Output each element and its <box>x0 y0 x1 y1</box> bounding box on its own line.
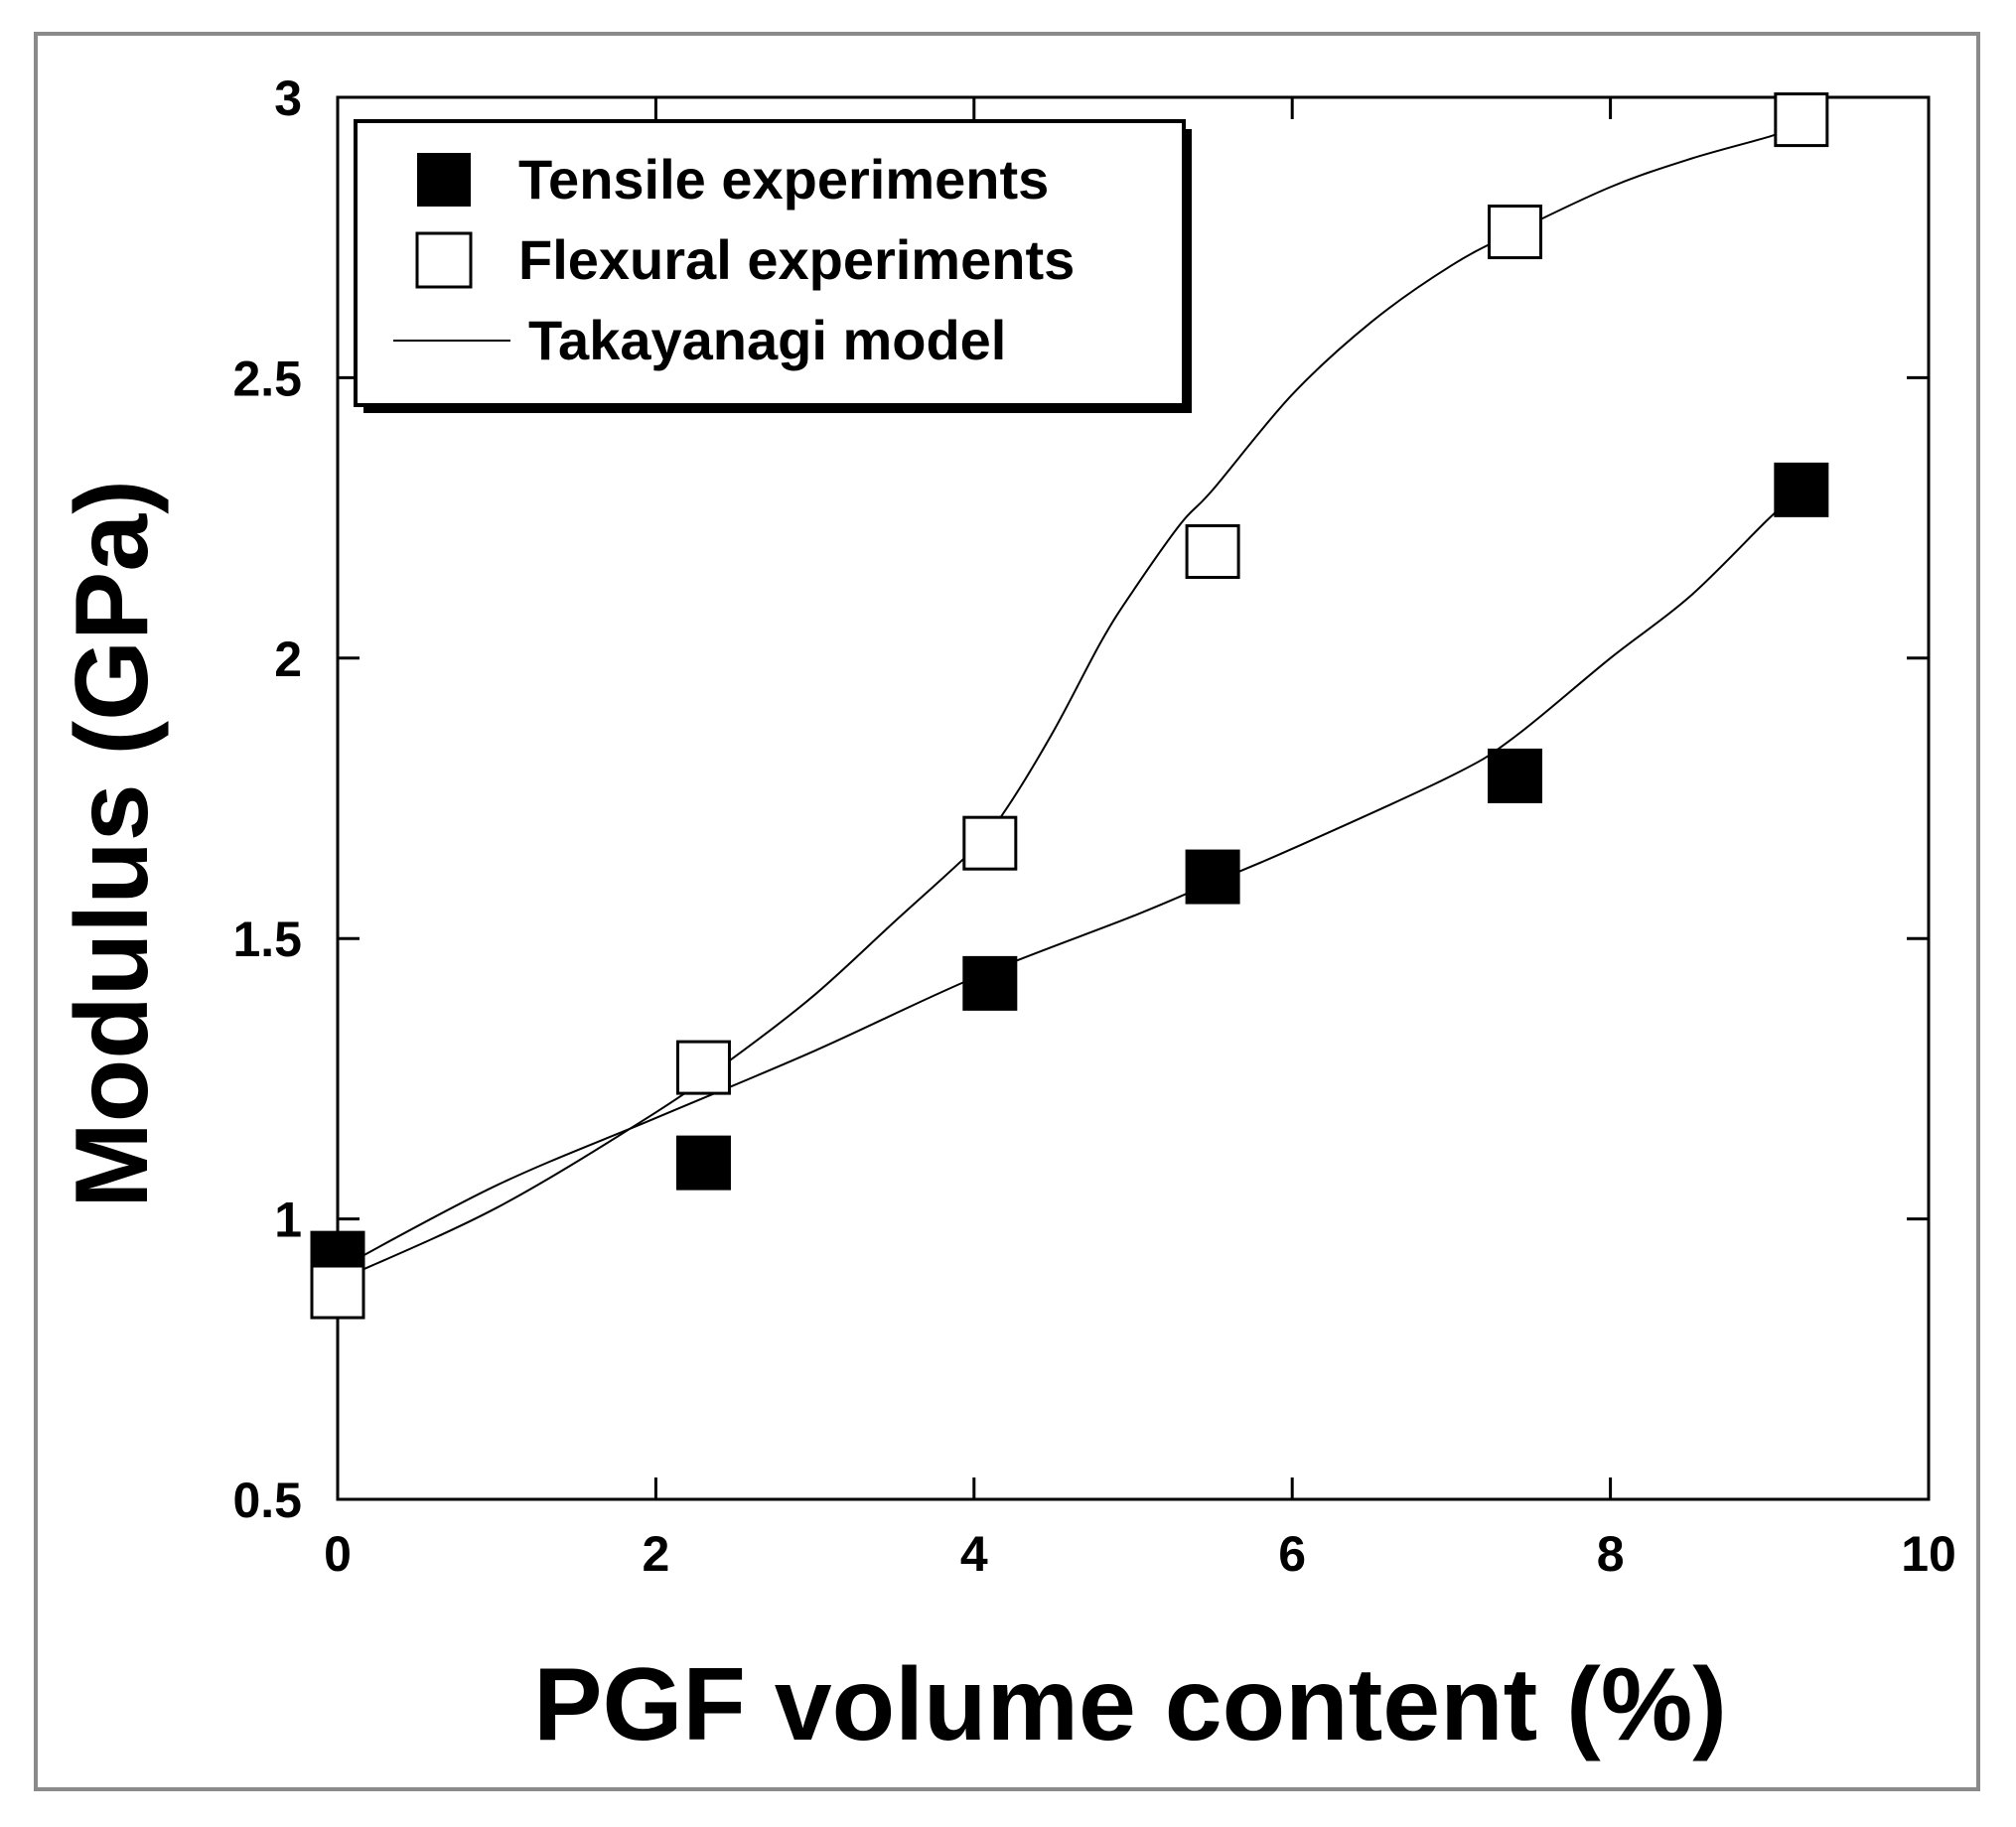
flexural-data-point <box>675 1040 731 1095</box>
x-tick-label: 0 <box>324 1526 352 1582</box>
x-tick-label: 8 <box>1597 1526 1625 1582</box>
tensile-data-point <box>1487 748 1542 803</box>
flexural-data-point <box>1487 205 1542 260</box>
x-axis-title: PGF volume content (%) <box>533 1647 1727 1762</box>
y-tick-label: 1.5 <box>232 912 302 967</box>
data-markers-group <box>310 92 1829 1320</box>
tensile-data-point <box>962 955 1018 1011</box>
tensile-data-point <box>1774 462 1829 517</box>
y-axis-title: Modulus (GPa) <box>55 480 170 1208</box>
legend: Tensile experiments Flexural experiments… <box>354 119 1192 413</box>
takayanagi-curve-tensile <box>337 489 1802 1271</box>
y-tick-label: 0.5 <box>232 1473 302 1528</box>
legend-open-square-icon <box>415 231 473 289</box>
tick-labels-group: 0 2 4 6 8 10 0.5 1 1.5 2 2.5 3 <box>232 70 1955 1582</box>
plot-area-border <box>336 95 1931 1501</box>
flexural-data-point <box>1774 92 1829 148</box>
legend-label-flexural: Flexural experiments <box>518 228 1075 291</box>
legend-label-tensile: Tensile experiments <box>518 148 1049 211</box>
x-tick-label: 10 <box>1901 1526 1956 1582</box>
y-tick-label: 1 <box>274 1193 302 1248</box>
axes-group <box>336 95 1931 1501</box>
tensile-data-point <box>1185 849 1240 905</box>
y-tick-label: 3 <box>274 70 302 126</box>
legend-filled-square-icon <box>417 153 471 207</box>
flexural-data-point <box>1185 523 1240 579</box>
tensile-data-point <box>675 1135 731 1191</box>
legend-box <box>354 119 1186 407</box>
x-tick-label: 6 <box>1278 1526 1306 1582</box>
x-tick-label: 4 <box>960 1526 988 1582</box>
y-tick-label: 2.5 <box>232 351 302 406</box>
flexural-data-point <box>962 815 1018 871</box>
figure-frame <box>34 32 1980 1791</box>
flexural-data-point <box>310 1264 365 1320</box>
legend-label-takayanagi: Takayanagi model <box>528 309 1006 371</box>
x-tick-label: 2 <box>642 1526 669 1582</box>
y-tick-label: 2 <box>274 632 302 687</box>
